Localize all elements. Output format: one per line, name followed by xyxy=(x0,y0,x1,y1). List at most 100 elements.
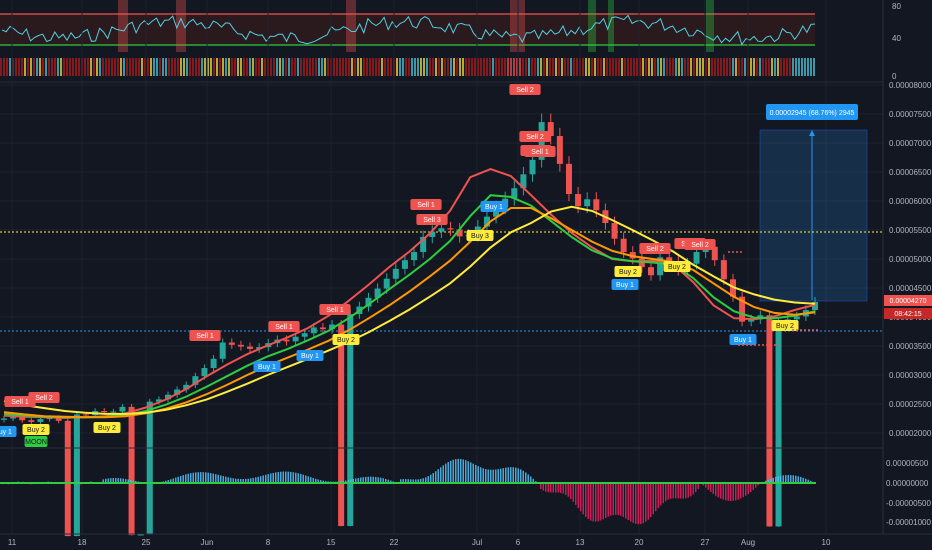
heat-bar xyxy=(771,58,773,76)
osc-bar xyxy=(797,476,799,483)
signal-buy2: Buy 2 xyxy=(22,424,50,435)
osc-bar xyxy=(192,472,194,483)
osc-bar xyxy=(445,463,447,483)
candle xyxy=(10,416,17,419)
heat-bar xyxy=(9,58,11,76)
time-tick-label: 13 xyxy=(576,538,585,547)
osc-bar xyxy=(525,472,527,483)
candle xyxy=(365,297,372,307)
signal-label: Sell 1 xyxy=(11,399,29,406)
heat-bar xyxy=(531,58,533,76)
candle xyxy=(693,252,700,264)
osc-bar xyxy=(297,473,299,483)
signal-sell: Sell 2 xyxy=(28,392,60,403)
heat-bar xyxy=(405,58,407,76)
osc-bar xyxy=(470,462,472,483)
osc-bar xyxy=(417,479,419,483)
heat-bar xyxy=(12,58,14,76)
osc-bar xyxy=(590,483,592,521)
osc-bar xyxy=(630,483,632,522)
heat-bar xyxy=(285,58,287,76)
heat-bar xyxy=(636,58,638,76)
signal-buy2: Buy 2 xyxy=(93,422,121,433)
measure-tool[interactable]: 0.00002945 (68.76%) 2945 xyxy=(759,104,868,302)
measure-box xyxy=(759,129,868,302)
osc-bar xyxy=(420,478,422,483)
heat-bar xyxy=(345,58,347,76)
heat-bar xyxy=(420,58,422,76)
candle xyxy=(329,324,336,330)
heat-bar xyxy=(3,58,5,76)
heat-bar xyxy=(534,58,536,76)
heat-bar xyxy=(456,58,458,76)
heat-bar xyxy=(75,58,77,76)
time-axis[interactable]: 11 18 25 Jun 8 15 22 Jul 6 13 20 27 Aug 10 xyxy=(8,538,831,547)
heat-bar xyxy=(756,58,758,76)
osc-bar xyxy=(670,483,672,499)
candle xyxy=(292,336,299,342)
candle xyxy=(301,333,308,337)
candle xyxy=(174,389,181,395)
price-axis[interactable]: 0.00008000 0.00007500 0.00007000 0.00006500… xyxy=(889,81,932,438)
heat-bar xyxy=(114,58,116,76)
heat-bar xyxy=(33,58,35,76)
osc-bar xyxy=(540,483,542,489)
heat-bar xyxy=(537,58,539,76)
rsi-highlight-band xyxy=(176,0,186,52)
signal-label: Sell 2 xyxy=(646,246,664,253)
heat-bar xyxy=(513,58,515,76)
signal-heat-strip xyxy=(0,58,815,76)
osc-bar xyxy=(752,483,754,490)
osc-bar xyxy=(800,476,802,483)
price-tick-label: 0.00006500 xyxy=(889,168,932,177)
heat-bar xyxy=(471,58,473,76)
candle xyxy=(383,278,390,289)
heat-bar xyxy=(498,58,500,76)
heat-bar xyxy=(120,58,122,76)
heat-bar xyxy=(606,58,608,76)
osc-bar xyxy=(360,477,362,483)
osc-bar xyxy=(710,483,712,492)
osc-bar xyxy=(347,480,349,483)
osc-bar xyxy=(435,471,437,483)
heat-bar xyxy=(483,58,485,76)
osc-bar xyxy=(217,474,219,483)
signal-label: Buy 1 xyxy=(485,204,503,211)
heat-bar xyxy=(54,58,56,76)
heat-bar xyxy=(210,58,212,76)
heat-bar xyxy=(696,58,698,76)
heat-bar xyxy=(51,58,53,76)
signal-buy2: Buy 2 xyxy=(663,261,691,272)
osc-bar xyxy=(712,483,714,494)
heat-bar xyxy=(186,58,188,76)
price-tick-label: 0.00007500 xyxy=(889,110,932,119)
heat-bar xyxy=(96,58,98,76)
heat-bar xyxy=(660,58,662,76)
heat-bar xyxy=(84,58,86,76)
osc-bar xyxy=(200,472,202,483)
heat-bar xyxy=(432,58,434,76)
osc-bar xyxy=(415,479,417,483)
osc-bar xyxy=(640,483,642,525)
heat-bar xyxy=(702,58,704,76)
bar-countdown: 08:42:15 xyxy=(894,311,921,318)
osc-bar xyxy=(682,483,684,499)
signal-label: Buy 3 xyxy=(471,233,489,240)
heat-bar xyxy=(774,58,776,76)
heat-bar xyxy=(348,58,350,76)
heat-bar xyxy=(36,58,38,76)
heat-bar xyxy=(657,58,659,76)
candle xyxy=(657,257,664,276)
heat-bar xyxy=(324,58,326,76)
heat-bar xyxy=(714,58,716,76)
osc-bar xyxy=(117,478,119,483)
osc-bar xyxy=(530,476,532,483)
heat-bar xyxy=(507,58,509,76)
candle xyxy=(101,410,108,413)
osc-bar xyxy=(480,467,482,483)
heat-bar xyxy=(675,58,677,76)
heat-bar xyxy=(609,58,611,76)
candle xyxy=(775,322,782,527)
signal-buy2: Buy 3 xyxy=(466,230,494,241)
